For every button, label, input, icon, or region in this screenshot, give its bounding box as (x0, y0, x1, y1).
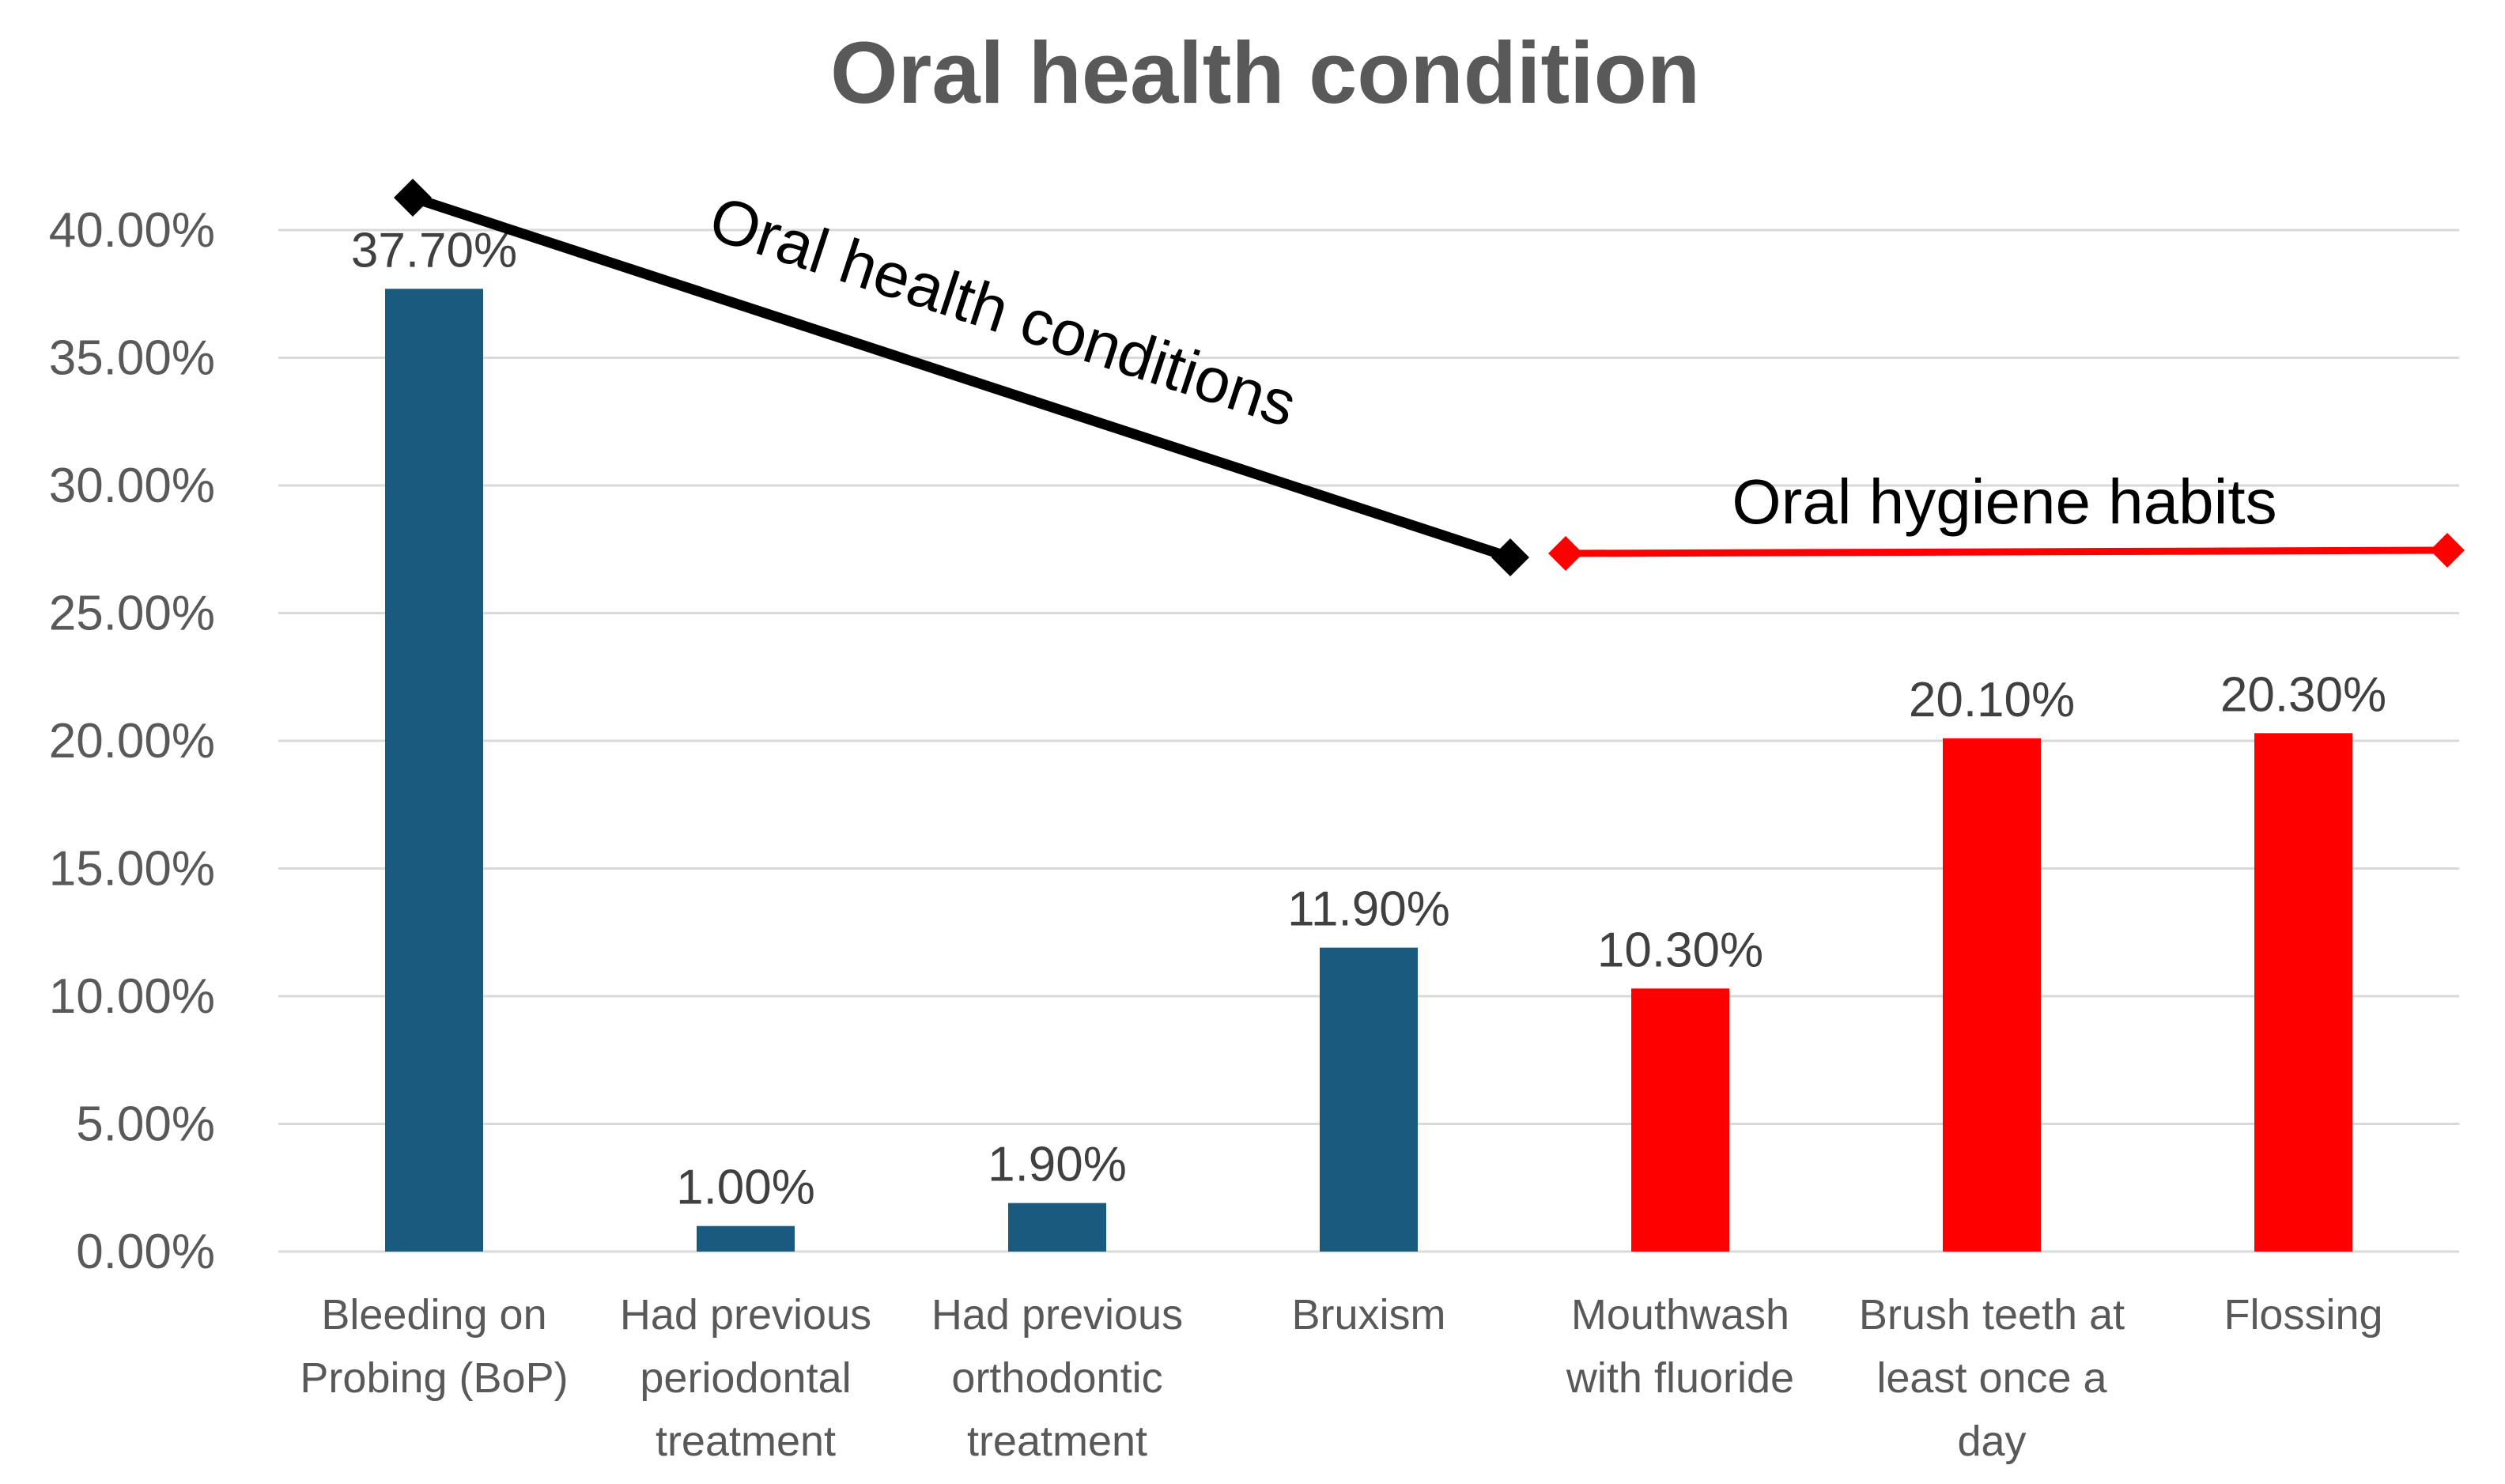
bar-2 (1008, 1203, 1106, 1252)
x-tick-label-2: Had previous orthodontic treatment (931, 1291, 1183, 1465)
data-label-0: 37.70% (351, 223, 517, 278)
chart-title: Oral health condition (830, 25, 1700, 122)
bars (385, 289, 2352, 1252)
data-label-4: 10.30% (1597, 923, 1763, 977)
y-tick-label: 35.00% (49, 331, 215, 386)
gridlines (278, 228, 2459, 1253)
habits-bracket-start-marker (1548, 536, 1583, 571)
y-axis-ticks: 0.00% 5.00% 10.00% 15.00% 20.00% 25.00% 30.00%… (49, 203, 215, 1279)
conditions-annotation: Oral health conditions (701, 183, 1305, 440)
x-tick-label-0: Bleeding on Probing (BoP) (300, 1291, 568, 1402)
data-labels: 37.70% 1.00% 1.90% 11.90% 10.30% 20.10% 20.30% (351, 223, 2386, 1214)
bar-5 (1943, 738, 2041, 1252)
conditions-bracket-line (410, 192, 1513, 563)
x-tick-label-3: Bruxism (1291, 1291, 1445, 1339)
bar-1 (697, 1225, 795, 1252)
data-label-6: 20.30% (2220, 667, 2386, 722)
data-label-2: 1.90% (988, 1138, 1127, 1192)
y-tick-label: 30.00% (49, 459, 215, 513)
habits-bracket-end-marker (2430, 533, 2465, 568)
y-tick-label: 10.00% (49, 969, 215, 1024)
data-label-3: 11.90% (1287, 882, 1450, 937)
x-tick-label-4: Mouthwash with fluoride (1566, 1291, 1794, 1402)
x-tick-label-6: Flossing (2224, 1291, 2382, 1339)
data-label-5: 20.10% (1909, 673, 2075, 727)
bar-0 (385, 289, 483, 1252)
data-label-1: 1.00% (676, 1161, 815, 1215)
habits-annotation: Oral hygiene habits (1732, 466, 2276, 537)
x-axis-ticks: Bleeding on Probing (BoP) Had previous peri… (300, 1291, 2382, 1465)
bar-4 (1631, 988, 1729, 1252)
y-tick-label: 25.00% (49, 587, 215, 641)
y-tick-label: 5.00% (76, 1097, 215, 1152)
y-tick-label: 0.00% (76, 1225, 215, 1279)
annotations: Oral health conditions Oral hygiene habit… (394, 179, 2465, 576)
x-tick-label-5: Brush teeth at least once a day (1859, 1291, 2125, 1465)
conditions-bracket-start-marker (394, 179, 432, 217)
y-tick-label: 40.00% (49, 203, 215, 258)
habits-bracket-line (1565, 546, 2448, 557)
bar-3 (1320, 947, 1418, 1252)
conditions-bracket-end-marker (1491, 538, 1529, 576)
bar-6 (2254, 733, 2352, 1252)
x-tick-label-1: Had previous periodontal treatment (620, 1291, 871, 1465)
y-tick-label: 20.00% (49, 714, 215, 768)
y-tick-label: 15.00% (49, 842, 215, 897)
